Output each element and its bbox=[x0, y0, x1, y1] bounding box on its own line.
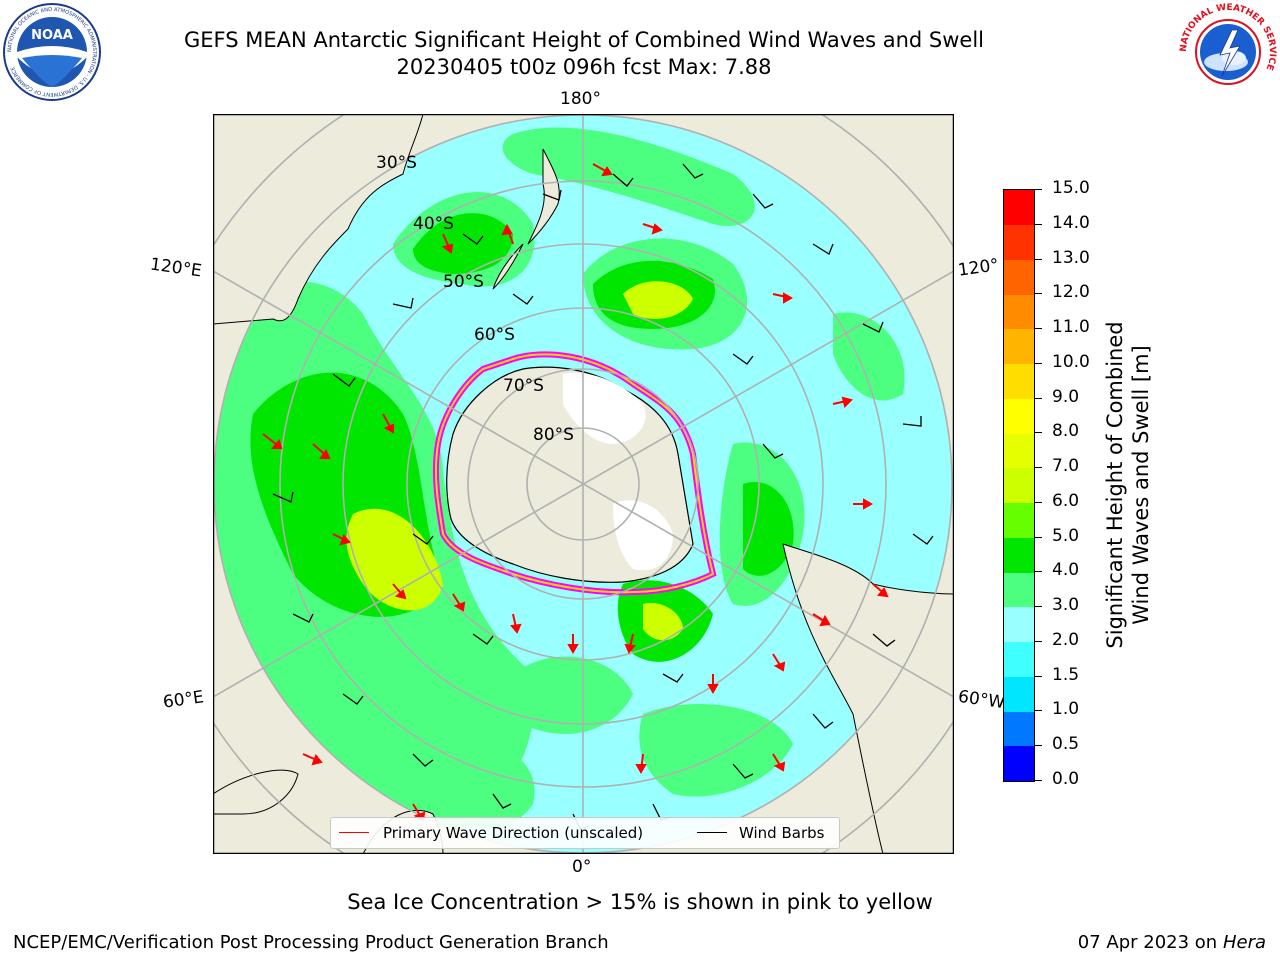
wave-legend-label: Primary Wave Direction (unscaled) bbox=[383, 824, 644, 842]
colorbar-segment bbox=[1004, 711, 1034, 747]
lat-label-60s: 60°S bbox=[474, 325, 515, 345]
colorbar-segment bbox=[1004, 294, 1034, 330]
colorbar-tick-label: 1.0 bbox=[1052, 699, 1080, 720]
colorbar-tick-label: 2.0 bbox=[1052, 629, 1080, 650]
colorbar-tick-mark bbox=[1034, 189, 1042, 190]
australia-landmass bbox=[213, 114, 424, 325]
colorbar-tick-mark bbox=[1034, 432, 1042, 434]
colorbar-tick-mark bbox=[1034, 780, 1042, 781]
noaa-logo-text: NOAA bbox=[31, 28, 73, 43]
colorbar-segment bbox=[1004, 329, 1034, 365]
nws-logo: NATIONAL WEATHER SERVICE bbox=[1178, 2, 1278, 102]
lat-label-80s: 80°S bbox=[533, 425, 574, 445]
colorbar-tick-label: 4.0 bbox=[1052, 560, 1080, 581]
barb-legend-label: Wind Barbs bbox=[739, 824, 825, 842]
colorbar-tick-mark bbox=[1034, 710, 1042, 712]
lat-label-40s: 40°S bbox=[413, 214, 454, 234]
footer-credit: NCEP/EMC/Verification Post Processing Pr… bbox=[13, 932, 609, 953]
colorbar-tick-label: 3.0 bbox=[1052, 595, 1080, 616]
colorbar-title: Significant Height of Combined Wind Wave… bbox=[1102, 321, 1154, 648]
colorbar-segment bbox=[1004, 433, 1034, 469]
colorbar-tick-label: 9.0 bbox=[1052, 386, 1080, 407]
colorbar-tick-label: 0.5 bbox=[1052, 734, 1080, 755]
sea-ice-edge-yellow bbox=[434, 353, 715, 594]
colorbar-tick-mark bbox=[1034, 745, 1042, 747]
colorbar-segment bbox=[1004, 676, 1034, 712]
lon-label-60w: 60°W bbox=[956, 686, 1007, 714]
colorbar-tick-mark bbox=[1034, 501, 1042, 503]
lat-label-30s: 30°S bbox=[376, 153, 417, 173]
colorbar-tick-label: 15.0 bbox=[1052, 178, 1090, 198]
colorbar-tick-label: 6.0 bbox=[1052, 490, 1080, 511]
colorbar-segment bbox=[1004, 224, 1034, 260]
colorbar-title-line1: Significant Height of Combined bbox=[1103, 321, 1127, 649]
colorbar-segment bbox=[1004, 746, 1034, 782]
colorbar-segment bbox=[1004, 468, 1034, 504]
colorbar-tick-label: 8.0 bbox=[1052, 421, 1080, 442]
colorbar-tick-label: 13.0 bbox=[1052, 247, 1090, 268]
map-subtitle: 20230405 t00z 096h fcst Max: 7.88 bbox=[396, 55, 772, 79]
lat-label-50s: 50°S bbox=[443, 272, 484, 292]
colorbar-segment bbox=[1004, 537, 1034, 573]
colorbar-tick-mark bbox=[1034, 606, 1042, 608]
polar-map bbox=[213, 114, 954, 854]
colorbar-tick-label: 12.0 bbox=[1052, 282, 1090, 303]
footer-machine: Hera bbox=[1222, 932, 1266, 953]
colorbar-tick-label: 7.0 bbox=[1052, 456, 1080, 477]
colorbar-tick-label: 1.5 bbox=[1052, 664, 1080, 685]
footer-date: 07 Apr 2023 on Hera bbox=[1078, 932, 1266, 953]
colorbar-segment bbox=[1004, 398, 1034, 434]
wave-legend-swatch bbox=[339, 832, 369, 833]
colorbar-tick-label: 10.0 bbox=[1052, 351, 1090, 372]
new-zealand-north bbox=[527, 148, 560, 245]
colorbar-tick-mark bbox=[1034, 467, 1042, 469]
noaa-logo: NATIONAL OCEANIC AND ATMOSPHERIC ADMINIS… bbox=[3, 3, 101, 101]
colorbar-tick-mark bbox=[1034, 536, 1042, 538]
lon-label-120e: 120°E bbox=[148, 254, 203, 282]
lon-label-120w: 120° bbox=[956, 255, 1001, 281]
footer-date-text: 07 Apr 2023 on bbox=[1077, 932, 1223, 953]
colorbar-segment bbox=[1004, 259, 1034, 295]
lon-label-180: 180° bbox=[560, 89, 601, 109]
colorbar-tick-label: 5.0 bbox=[1052, 525, 1080, 546]
colorbar-tick-mark bbox=[1034, 675, 1042, 677]
map-title: GEFS MEAN Antarctic Significant Height o… bbox=[183, 28, 985, 52]
map-legend: Primary Wave Direction (unscaled) Wind B… bbox=[330, 817, 840, 849]
colorbar-tick-mark bbox=[1034, 362, 1042, 364]
colorbar-tick-label: 0.0 bbox=[1052, 769, 1080, 789]
colorbar-segment bbox=[1004, 190, 1034, 225]
colorbar-tick-mark bbox=[1034, 571, 1042, 573]
new-zealand-south bbox=[492, 243, 524, 290]
colorbar-segment bbox=[1004, 572, 1034, 608]
colorbar-title-line2: Wind Waves and Swell [m] bbox=[1129, 345, 1153, 625]
colorbar-segment bbox=[1004, 502, 1034, 538]
colorbar-tick-mark bbox=[1034, 223, 1042, 225]
colorbar-tick-label: 11.0 bbox=[1052, 317, 1090, 338]
colorbar-segment bbox=[1004, 641, 1034, 677]
wind-barbs bbox=[272, 163, 934, 831]
colorbar bbox=[1003, 189, 1035, 782]
colorbar-tick-mark bbox=[1034, 640, 1042, 642]
lon-label-60e: 60°E bbox=[161, 687, 206, 713]
colorbar-segment bbox=[1004, 363, 1034, 399]
sea-ice-note: Sea Ice Concentration > 15% is shown in … bbox=[347, 890, 933, 914]
colorbar-tick-mark bbox=[1034, 328, 1042, 330]
colorbar-tick-mark bbox=[1034, 293, 1042, 295]
colorbar-tick-mark bbox=[1034, 397, 1042, 399]
madagascar bbox=[213, 769, 299, 815]
map-border bbox=[213, 114, 954, 854]
lat-label-70s: 70°S bbox=[503, 376, 544, 396]
colorbar-tick-mark bbox=[1034, 258, 1042, 260]
colorbar-segment bbox=[1004, 607, 1034, 643]
lon-label-0: 0° bbox=[572, 857, 592, 877]
colorbar-tick-label: 14.0 bbox=[1052, 212, 1090, 233]
wave-direction-arrows bbox=[262, 163, 889, 822]
barb-legend-swatch bbox=[697, 832, 727, 833]
